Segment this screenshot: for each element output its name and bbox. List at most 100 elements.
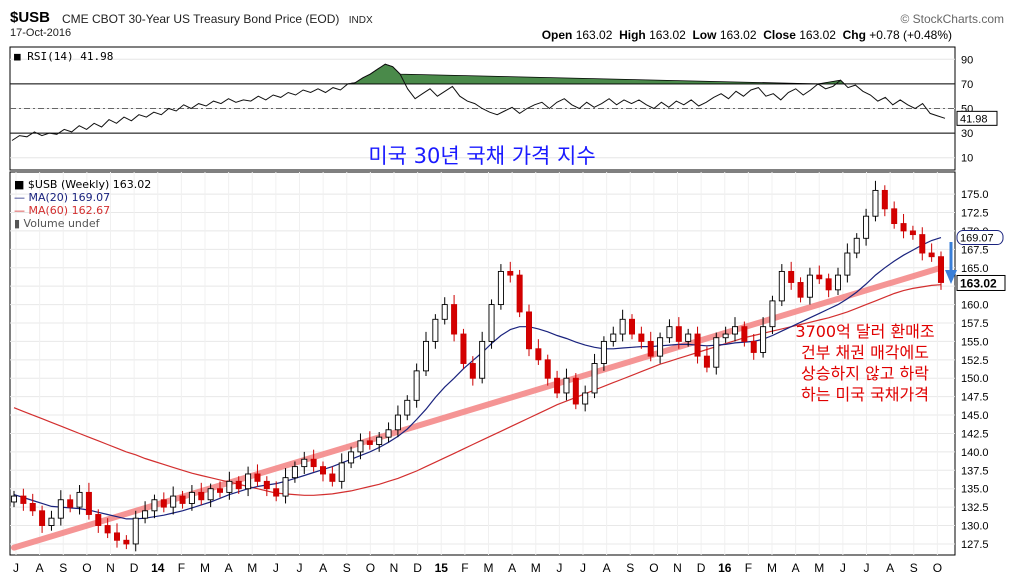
candle-body xyxy=(694,333,701,357)
candle-body xyxy=(647,340,654,357)
candle-body xyxy=(629,318,635,335)
chart-description: CME CBOT 30-Year US Treasury Bond Price … xyxy=(62,12,373,26)
annotation-line: 3700억 달러 환매조 xyxy=(795,322,934,341)
candle-body xyxy=(39,510,46,526)
copyright-text: © StockCharts.com xyxy=(900,12,1004,26)
candle-body xyxy=(132,517,139,545)
rsi-line xyxy=(11,63,946,141)
candle-body xyxy=(891,208,898,225)
low-label: Low xyxy=(692,28,717,42)
candle-body xyxy=(563,377,570,394)
candle-body xyxy=(497,270,504,306)
price-tick-label: 172.5 xyxy=(961,208,989,220)
candle-body xyxy=(348,451,355,464)
candle-body xyxy=(282,477,289,497)
ohlc-summary: Open 163.02 High 163.02 Low 163.02 Close… xyxy=(542,28,952,42)
price-x-label: J xyxy=(13,561,19,575)
candle-body xyxy=(469,363,476,379)
candle-body xyxy=(29,502,36,512)
price-x-label: F xyxy=(745,561,752,575)
candle-body xyxy=(835,274,841,291)
candle-body xyxy=(675,326,682,342)
price-x-label: M xyxy=(767,561,777,575)
price-x-label: A xyxy=(603,561,611,575)
candle-body xyxy=(142,510,149,519)
candle-body xyxy=(460,333,467,364)
candle-body xyxy=(685,333,692,342)
candle-body xyxy=(900,223,907,232)
price-x-label: M xyxy=(484,561,494,575)
ma20-line xyxy=(13,237,942,520)
price-x-label: O xyxy=(933,561,942,575)
candle-body xyxy=(76,491,83,508)
candle-body xyxy=(844,252,851,276)
price-tick-label: 160.0 xyxy=(961,300,989,312)
price-legend-entry: ■ $USB (Weekly) 163.02 xyxy=(14,178,151,191)
description-text: CME CBOT 30-Year US Treasury Bond Price … xyxy=(62,12,340,26)
candle-body xyxy=(404,399,411,416)
candle-body xyxy=(385,429,392,438)
candle-body xyxy=(760,326,767,353)
price-tick-label: 137.5 xyxy=(961,465,989,477)
candle-body xyxy=(151,499,158,512)
price-x-label: A xyxy=(225,561,233,575)
candle-body xyxy=(526,311,532,350)
candle-body xyxy=(357,440,364,453)
candle-body xyxy=(301,458,308,468)
annotation-line: 건부 채권 매각에도 xyxy=(801,343,929,362)
price-tick-label: 145.0 xyxy=(961,410,989,422)
rsi-tick-label: 90 xyxy=(961,54,973,66)
annotation-line: 상승하지 않고 하락 xyxy=(801,364,929,383)
rsi-legend: ■ RSI(14) 41.98 xyxy=(14,50,113,63)
candle-body xyxy=(863,215,870,239)
ticker-symbol: $USB xyxy=(10,9,51,26)
price-x-label: D xyxy=(130,561,139,575)
candle-body xyxy=(853,237,860,254)
price-tick-label: 165.0 xyxy=(961,263,989,275)
candle-body xyxy=(600,340,607,364)
price-x-label: J xyxy=(297,561,303,575)
candle-body xyxy=(722,333,729,339)
candle-body xyxy=(376,436,383,445)
price-x-label: A xyxy=(508,561,516,575)
candle-body xyxy=(582,392,589,405)
price-x-label: 15 xyxy=(435,561,449,575)
candle-body xyxy=(938,256,944,283)
candle-body xyxy=(48,517,55,526)
candle-body xyxy=(554,377,561,394)
price-legend-entry: ▮ Volume undef xyxy=(14,217,101,230)
candle-body xyxy=(928,252,935,258)
price-x-label: S xyxy=(59,561,67,575)
price-x-label: M xyxy=(200,561,210,575)
annotation-line: 하는 미국 국채가격 xyxy=(801,385,929,404)
price-x-label: M xyxy=(814,561,824,575)
price-x-label: S xyxy=(343,561,351,575)
price-x-label: D xyxy=(697,561,706,575)
candle-body xyxy=(320,466,326,475)
candle-body xyxy=(881,189,888,210)
candle-body xyxy=(666,326,673,339)
candle-body xyxy=(451,304,458,335)
exchange-text: INDX xyxy=(348,15,373,26)
price-x-label: A xyxy=(319,561,327,575)
rsi-tick-label: 30 xyxy=(961,128,973,140)
price-x-label: A xyxy=(36,561,44,575)
price-x-label: J xyxy=(580,561,586,575)
candle-body xyxy=(207,488,214,501)
down-arrow-head xyxy=(945,270,957,284)
close-value: 163.02 xyxy=(799,28,836,42)
candle-body xyxy=(741,326,748,342)
price-tick-label: 127.5 xyxy=(961,539,989,551)
candle-body xyxy=(179,495,186,504)
price-tick-label: 152.5 xyxy=(961,355,989,367)
candle-body xyxy=(657,337,664,357)
low-value: 163.02 xyxy=(719,28,757,42)
candle-body xyxy=(516,274,523,313)
candle-body xyxy=(432,318,439,342)
price-x-label: N xyxy=(390,561,399,575)
candle-body xyxy=(806,274,813,298)
candle-body xyxy=(85,491,92,515)
candle-body xyxy=(816,274,823,280)
trendline xyxy=(11,264,944,551)
